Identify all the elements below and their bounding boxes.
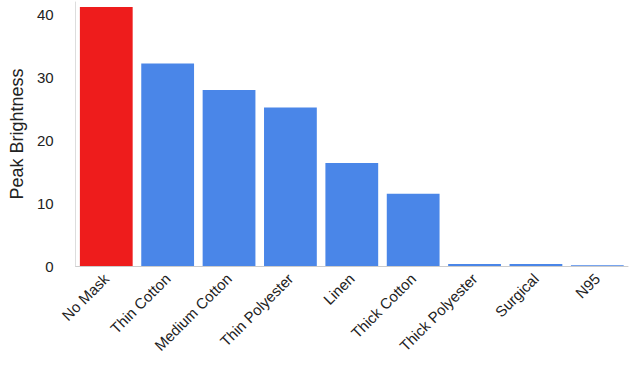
svg-text:30: 30 xyxy=(37,69,54,86)
svg-text:Surgical: Surgical xyxy=(492,270,542,320)
svg-text:10: 10 xyxy=(37,195,54,212)
svg-text:N95: N95 xyxy=(572,270,603,301)
svg-text:Thin Polyester: Thin Polyester xyxy=(217,270,297,350)
svg-text:Thick Cotton: Thick Cotton xyxy=(347,270,420,342)
svg-text:Medium Cotton: Medium Cotton xyxy=(151,270,235,354)
svg-text:0: 0 xyxy=(45,258,53,275)
svg-text:40: 40 xyxy=(37,6,54,23)
svg-text:20: 20 xyxy=(37,132,54,149)
svg-text:Thick Polyester: Thick Polyester xyxy=(396,270,480,354)
svg-text:Linen: Linen xyxy=(320,270,358,308)
svg-text:Peak Brightness: Peak Brightness xyxy=(7,68,27,199)
svg-text:Thin Cotton: Thin Cotton xyxy=(107,270,174,337)
svg-text:No Mask: No Mask xyxy=(58,270,112,324)
